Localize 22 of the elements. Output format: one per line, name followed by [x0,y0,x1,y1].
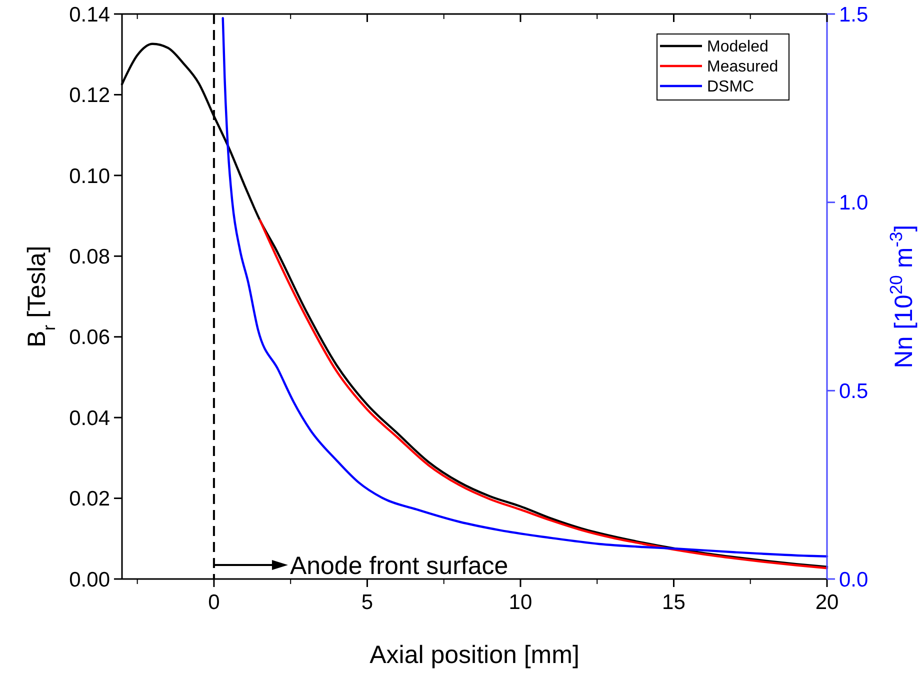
legend-label: Measured [707,58,778,76]
y2-tick-label: 0.5 [839,380,868,404]
annotation: Anode front surface [290,552,508,580]
y-tick-label: 0.12 [69,84,110,108]
x-axis-title: Axial position [mm] [370,641,580,669]
legend-label: Modeled [707,38,768,56]
x-tick-label: 0 [208,591,220,614]
y-tick-label: 0.10 [69,164,110,188]
legend-label: DSMC [707,78,754,96]
y2-tick-label: 1.0 [839,192,868,215]
y2-tick-label: 0.0 [839,568,868,592]
x-tick-label: 15 [662,591,686,614]
y2-tick-label: 1.5 [839,3,868,26]
y-tick-label: 0.08 [69,245,110,268]
y-tick-label: 0.04 [69,406,110,430]
x-tick-label: 20 [815,591,839,614]
x-tick-label: 5 [361,591,374,614]
y-tick-label: 0.02 [69,488,110,511]
y-tick-label: 0.00 [69,568,110,592]
y-tick-label: 0.06 [69,326,110,350]
x-tick-label: 10 [508,591,532,614]
y-tick-label: 0.14 [69,3,110,26]
